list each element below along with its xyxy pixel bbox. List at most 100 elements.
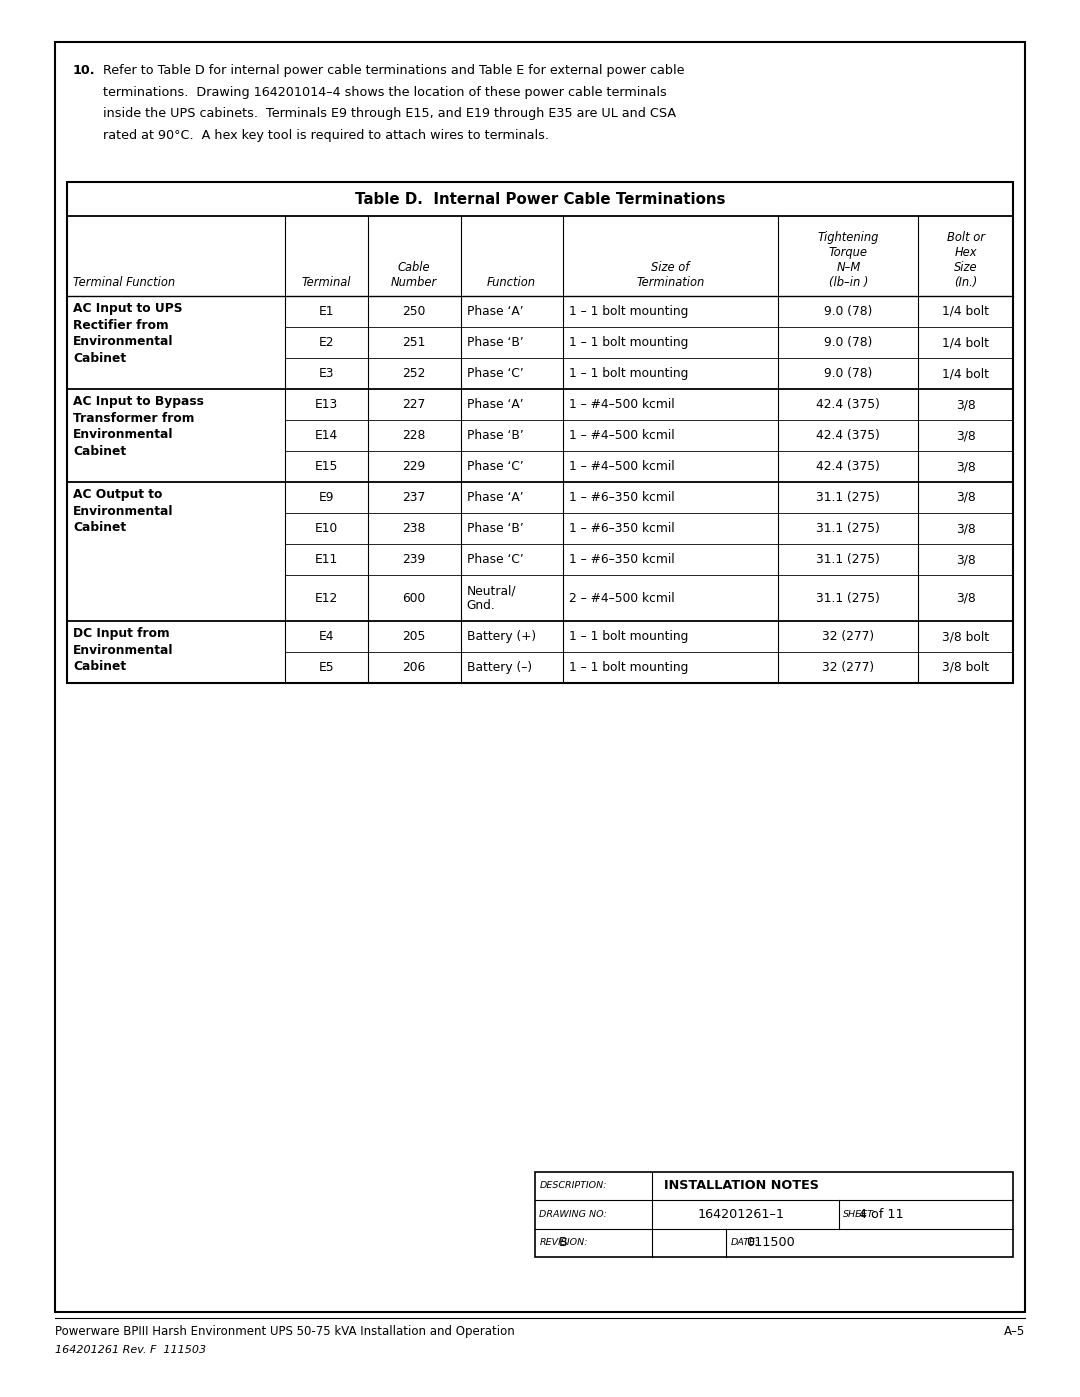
Text: 10.: 10. <box>73 64 95 77</box>
Text: 4 of 11: 4 of 11 <box>859 1208 903 1221</box>
Text: 32 (277): 32 (277) <box>822 661 875 673</box>
Text: 42.4 (375): 42.4 (375) <box>816 398 880 411</box>
Text: SHEET:: SHEET: <box>842 1210 876 1218</box>
Text: 1 – #6–350 kcmil: 1 – #6–350 kcmil <box>569 522 674 535</box>
Text: Tightening
Torque
N–M
(lb–in ): Tightening Torque N–M (lb–in ) <box>818 231 879 289</box>
Text: DATE:: DATE: <box>730 1238 758 1248</box>
Text: 1/4 bolt: 1/4 bolt <box>942 305 989 319</box>
Text: DRAWING NO:: DRAWING NO: <box>539 1210 607 1218</box>
Text: 252: 252 <box>403 367 426 380</box>
Text: E12: E12 <box>314 591 338 605</box>
Text: Phase ‘B’: Phase ‘B’ <box>467 337 524 349</box>
Text: E14: E14 <box>314 429 338 441</box>
Text: 239: 239 <box>403 553 426 566</box>
Text: Neutral/
Gnd.: Neutral/ Gnd. <box>467 584 516 612</box>
Text: 228: 228 <box>403 429 426 441</box>
Text: 229: 229 <box>403 460 426 474</box>
Text: 31.1 (275): 31.1 (275) <box>816 591 880 605</box>
Text: DESCRIPTION:: DESCRIPTION: <box>539 1182 607 1190</box>
Text: Battery (–): Battery (–) <box>467 661 531 673</box>
Text: 1 – 1 bolt mounting: 1 – 1 bolt mounting <box>569 305 688 319</box>
Text: Cable
Number: Cable Number <box>391 261 437 289</box>
Text: DC Input from
Environmental
Cabinet: DC Input from Environmental Cabinet <box>73 627 174 673</box>
Text: Phase ‘B’: Phase ‘B’ <box>467 522 524 535</box>
Text: 32 (277): 32 (277) <box>822 630 875 643</box>
Text: 206: 206 <box>403 661 426 673</box>
Text: 3/8: 3/8 <box>956 591 975 605</box>
Text: 1/4 bolt: 1/4 bolt <box>942 337 989 349</box>
Text: 3/8: 3/8 <box>956 429 975 441</box>
Text: Powerware BPIII Harsh Environment UPS 50-75 kVA Installation and Operation: Powerware BPIII Harsh Environment UPS 50… <box>55 1324 515 1338</box>
Text: 164201261 Rev. F  111503: 164201261 Rev. F 111503 <box>55 1345 206 1355</box>
Text: 42.4 (375): 42.4 (375) <box>816 429 880 441</box>
Text: Phase ‘A’: Phase ‘A’ <box>467 305 523 319</box>
Text: Phase ‘B’: Phase ‘B’ <box>467 429 524 441</box>
Text: Battery (+): Battery (+) <box>467 630 536 643</box>
Text: Terminal Function: Terminal Function <box>73 277 175 289</box>
Text: 1 – #4–500 kcmil: 1 – #4–500 kcmil <box>569 398 674 411</box>
Text: E15: E15 <box>314 460 338 474</box>
Text: 3/8: 3/8 <box>956 522 975 535</box>
Text: 3/8: 3/8 <box>956 460 975 474</box>
Text: Phase ‘C’: Phase ‘C’ <box>467 460 524 474</box>
Text: A–5: A–5 <box>1003 1324 1025 1338</box>
Text: 1 – 1 bolt mounting: 1 – 1 bolt mounting <box>569 630 688 643</box>
Text: Bolt or
Hex
Size
(In.): Bolt or Hex Size (In.) <box>947 231 985 289</box>
Text: E11: E11 <box>314 553 338 566</box>
Text: 3/8 bolt: 3/8 bolt <box>942 661 989 673</box>
Text: 31.1 (275): 31.1 (275) <box>816 490 880 504</box>
Text: 42.4 (375): 42.4 (375) <box>816 460 880 474</box>
Text: 9.0 (78): 9.0 (78) <box>824 305 873 319</box>
Text: 1 – 1 bolt mounting: 1 – 1 bolt mounting <box>569 337 688 349</box>
Text: Table D.  Internal Power Cable Terminations: Table D. Internal Power Cable Terminatio… <box>354 191 726 207</box>
Text: 250: 250 <box>403 305 426 319</box>
Text: E2: E2 <box>319 337 334 349</box>
Text: E3: E3 <box>319 367 334 380</box>
Text: Terminal: Terminal <box>301 277 351 289</box>
Text: 1 – 1 bolt mounting: 1 – 1 bolt mounting <box>569 661 688 673</box>
Text: E1: E1 <box>319 305 334 319</box>
Text: Phase ‘A’: Phase ‘A’ <box>467 490 523 504</box>
Text: E4: E4 <box>319 630 334 643</box>
Text: 237: 237 <box>403 490 426 504</box>
Text: E10: E10 <box>314 522 338 535</box>
Text: 251: 251 <box>403 337 426 349</box>
Text: 1 – #4–500 kcmil: 1 – #4–500 kcmil <box>569 429 674 441</box>
Bar <box>55 42 1025 1312</box>
Text: Phase ‘C’: Phase ‘C’ <box>467 367 524 380</box>
Text: 9.0 (78): 9.0 (78) <box>824 367 873 380</box>
Text: Refer to Table D for internal power cable terminations and Table E for external : Refer to Table D for internal power cabl… <box>103 64 685 77</box>
Text: inside the UPS cabinets.  Terminals E9 through E15, and E19 through E35 are UL a: inside the UPS cabinets. Terminals E9 th… <box>103 108 676 120</box>
Text: 1 – #6–350 kcmil: 1 – #6–350 kcmil <box>569 553 674 566</box>
Text: 3/8: 3/8 <box>956 490 975 504</box>
Text: 3/8 bolt: 3/8 bolt <box>942 630 989 643</box>
Text: 238: 238 <box>403 522 426 535</box>
Text: 1 – #6–350 kcmil: 1 – #6–350 kcmil <box>569 490 674 504</box>
Text: 011500: 011500 <box>746 1236 795 1249</box>
Text: Function: Function <box>487 277 536 289</box>
Text: 3/8: 3/8 <box>956 398 975 411</box>
Text: 1/4 bolt: 1/4 bolt <box>942 367 989 380</box>
Text: 2 – #4–500 kcmil: 2 – #4–500 kcmil <box>569 591 674 605</box>
Text: 3/8: 3/8 <box>956 553 975 566</box>
Text: 1 – 1 bolt mounting: 1 – 1 bolt mounting <box>569 367 688 380</box>
Text: 205: 205 <box>403 630 426 643</box>
Text: B: B <box>558 1236 567 1249</box>
Text: 31.1 (275): 31.1 (275) <box>816 522 880 535</box>
Text: 600: 600 <box>403 591 426 605</box>
Bar <box>67 182 1013 683</box>
Text: 164201261–1: 164201261–1 <box>698 1208 784 1221</box>
Text: AC Input to Bypass
Transformer from
Environmental
Cabinet: AC Input to Bypass Transformer from Envi… <box>73 395 204 457</box>
Text: Phase ‘C’: Phase ‘C’ <box>467 553 524 566</box>
Text: REVISION:: REVISION: <box>539 1238 588 1248</box>
Text: terminations.  Drawing 164201014–4 shows the location of these power cable termi: terminations. Drawing 164201014–4 shows … <box>103 85 666 99</box>
Text: E13: E13 <box>314 398 338 411</box>
Bar <box>536 1172 1013 1257</box>
Text: E9: E9 <box>319 490 334 504</box>
Text: AC Input to UPS
Rectifier from
Environmental
Cabinet: AC Input to UPS Rectifier from Environme… <box>73 302 183 365</box>
Text: 31.1 (275): 31.1 (275) <box>816 553 880 566</box>
Text: Phase ‘A’: Phase ‘A’ <box>467 398 523 411</box>
Text: 227: 227 <box>403 398 426 411</box>
Text: AC Output to
Environmental
Cabinet: AC Output to Environmental Cabinet <box>73 488 174 534</box>
Text: rated at 90°C.  A hex key tool is required to attach wires to terminals.: rated at 90°C. A hex key tool is require… <box>103 129 549 141</box>
